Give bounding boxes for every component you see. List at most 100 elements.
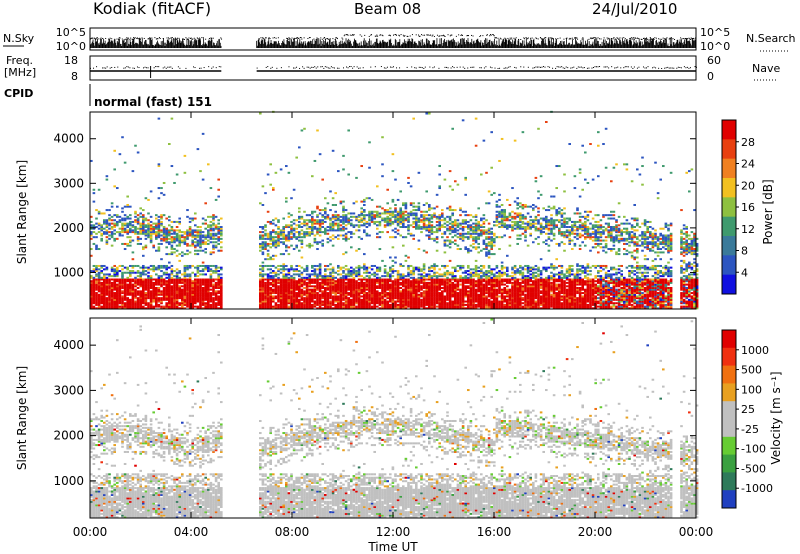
- data-cell: [149, 302, 153, 305]
- data-cell: [381, 303, 384, 306]
- data-cell: [170, 251, 174, 254]
- data-cell: [100, 300, 103, 303]
- data-cell: [152, 266, 155, 269]
- data-cell: [337, 285, 340, 288]
- data-cell: [287, 273, 291, 276]
- data-cell: [157, 280, 161, 283]
- nsearch-dot: [455, 35, 457, 37]
- data-cell: [285, 307, 288, 310]
- data-cell: [303, 276, 306, 279]
- data-cell: [394, 292, 397, 295]
- data-cell: [123, 281, 127, 284]
- data-cell: [272, 244, 275, 247]
- data-cell: [287, 231, 291, 234]
- nsearch-dot: [449, 35, 451, 37]
- data-cell: [136, 280, 140, 283]
- nsearch-dot: [199, 37, 201, 39]
- data-cell: [97, 285, 101, 288]
- data-cell: [121, 292, 124, 295]
- nsearch-dot: [298, 37, 300, 39]
- data-cell: [152, 295, 155, 298]
- data-cell: [285, 268, 288, 271]
- data-cell: [378, 297, 382, 300]
- data-cell: [212, 224, 215, 227]
- data-cell: [149, 300, 153, 303]
- data-cell: [121, 227, 124, 230]
- data-cell: [334, 217, 337, 220]
- nave-dot: [642, 66, 644, 68]
- data-cell: [100, 297, 103, 300]
- data-cell: [214, 297, 218, 300]
- data-cell: [407, 224, 410, 227]
- data-cell: [113, 278, 116, 281]
- data-cell: [139, 224, 142, 227]
- data-cell: [292, 292, 296, 295]
- data-cell: [370, 217, 374, 220]
- nave-dot: [193, 66, 195, 68]
- data-cell: [303, 307, 306, 310]
- data-cell: [196, 278, 200, 281]
- nave-dot: [330, 66, 332, 68]
- data-cell: [292, 234, 296, 237]
- data-cell: [396, 271, 400, 274]
- data-cell: [259, 249, 262, 252]
- nave-dot: [418, 66, 420, 68]
- data-cell: [175, 268, 179, 271]
- data-cell: [113, 292, 116, 295]
- data-cell: [316, 280, 319, 283]
- data-cell: [194, 293, 197, 296]
- data-cell: [282, 280, 285, 283]
- data-cell: [136, 297, 140, 300]
- data-cell: [399, 190, 402, 193]
- data-cell: [342, 253, 345, 256]
- nsearch-dot: [569, 37, 571, 39]
- data-cell: [90, 288, 93, 291]
- data-cell: [277, 236, 280, 239]
- data-cell: [370, 290, 374, 293]
- freq-label: Freq.: [6, 54, 33, 67]
- data-cell: [100, 293, 103, 296]
- data-cell: [142, 280, 145, 283]
- data-cell: [139, 295, 142, 298]
- data-cell: [360, 281, 363, 284]
- data-cell: [157, 305, 161, 308]
- data-cell: [160, 224, 163, 227]
- data-cell: [287, 276, 291, 279]
- data-cell: [404, 202, 408, 205]
- data-cell: [97, 280, 101, 283]
- data-cell: [324, 281, 327, 284]
- data-cell: [313, 278, 317, 281]
- nave-dot: [165, 67, 167, 69]
- data-cell: [303, 219, 306, 222]
- data-cell: [188, 273, 192, 276]
- data-cell: [199, 242, 202, 245]
- data-cell: [360, 290, 363, 293]
- nsearch-dot: [287, 38, 289, 40]
- data-cell: [92, 231, 96, 234]
- data-cell: [209, 264, 213, 267]
- data-cell: [409, 202, 413, 205]
- data-cell: [220, 293, 223, 296]
- data-cell: [290, 280, 293, 283]
- data-cell: [324, 298, 327, 301]
- nsearch-dot: [111, 38, 113, 40]
- data-cell: [311, 292, 314, 295]
- data-cell: [381, 298, 384, 301]
- nave-dot: [200, 67, 202, 69]
- data-cell: [337, 222, 340, 225]
- data-cell: [365, 278, 369, 281]
- data-cell: [201, 217, 205, 220]
- data-cell: [134, 210, 137, 213]
- data-cell: [168, 231, 171, 234]
- data-cell: [123, 227, 127, 230]
- nsearch-dot: [662, 37, 664, 39]
- data-cell: [142, 222, 145, 225]
- data-cell: [355, 176, 358, 179]
- data-cell: [269, 281, 272, 284]
- data-cell: [326, 288, 330, 291]
- nsearch-dot: [571, 37, 573, 39]
- nsearch-dot: [421, 34, 423, 36]
- data-cell: [204, 264, 207, 267]
- data-cell: [157, 298, 161, 301]
- data-cell: [313, 280, 317, 283]
